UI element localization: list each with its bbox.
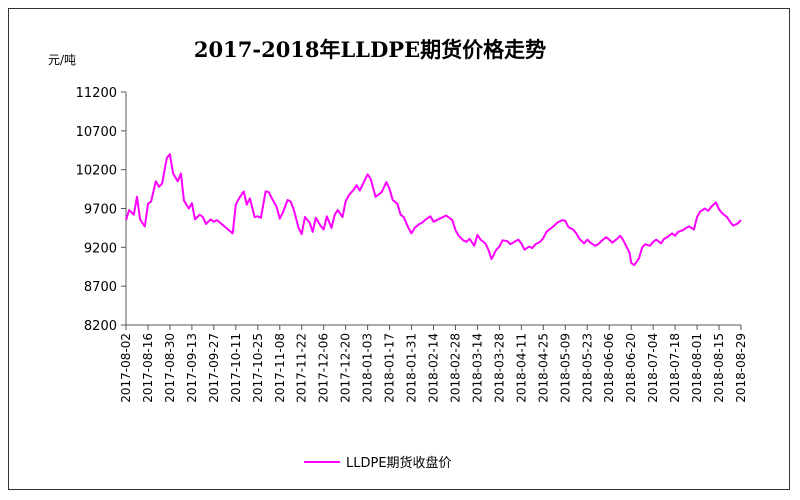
x-tick-label: 2018-01-17 <box>383 333 397 403</box>
x-tick-label: 2018-07-18 <box>668 333 682 403</box>
x-tick-label: 2018-07-04 <box>646 333 660 403</box>
x-tick-label: 2018-08-29 <box>734 333 748 403</box>
x-tick-label: 2017-11-08 <box>273 333 287 403</box>
x-tick-label: 2018-01-31 <box>405 333 419 403</box>
x-tick-label: 2018-01-03 <box>361 333 375 403</box>
x-tick-label: 2018-03-28 <box>492 333 506 403</box>
y-tick-label: 8700 <box>84 280 117 295</box>
y-tick-label: 10200 <box>76 164 117 179</box>
x-tick-label: 2018-08-01 <box>690 333 704 403</box>
x-tick-label: 2017-08-02 <box>119 333 133 403</box>
x-tick-label: 2018-03-14 <box>470 333 484 403</box>
chart-title: 2017-2018年LLDPE期货价格走势 <box>194 37 546 62</box>
x-tick-label: 2017-10-25 <box>251 333 265 403</box>
x-tick-label: 2018-06-20 <box>624 333 638 403</box>
y-tick-label: 10700 <box>76 125 117 140</box>
x-tick-label: 2018-04-25 <box>536 333 550 403</box>
x-tick-label: 2017-08-30 <box>163 333 177 403</box>
x-tick-label: 2017-09-13 <box>185 333 199 403</box>
y-tick-label: 11200 <box>76 86 117 101</box>
plot-area <box>125 153 742 267</box>
x-tick-label: 2018-02-28 <box>448 333 462 403</box>
x-tick-label: 2017-08-16 <box>141 333 155 403</box>
y-tick-label: 9700 <box>84 203 117 218</box>
x-tick-label: 2018-04-11 <box>514 333 528 403</box>
x-tick-label: 2017-10-11 <box>229 333 243 403</box>
y-tick-label: 9200 <box>84 241 117 256</box>
y-axis-unit-label: 元/吨 <box>48 53 76 67</box>
x-tick-label: 2018-02-14 <box>427 333 441 403</box>
chart-frame <box>8 8 790 490</box>
y-tick-label: 8200 <box>84 319 117 334</box>
x-tick-label: 2017-09-27 <box>207 333 221 403</box>
legend: LLDPE期货收盘价 <box>304 455 452 471</box>
x-tick-label: 2018-05-09 <box>558 333 572 403</box>
x-tick-label: 2018-05-23 <box>580 333 594 403</box>
x-tick-label: 2017-12-20 <box>339 333 353 403</box>
legend-label: LLDPE期货收盘价 <box>346 455 452 471</box>
x-tick-label: 2017-11-22 <box>295 333 309 403</box>
x-tick-label: 2017-12-06 <box>317 333 331 403</box>
axes: 8200 8700 9200 9700 10200 10700 11200 2017-08-0… <box>76 86 748 403</box>
series-line-lldpe <box>125 153 742 267</box>
x-tick-label: 2018-06-06 <box>602 333 616 403</box>
x-tick-label: 2018-08-15 <box>712 333 726 403</box>
